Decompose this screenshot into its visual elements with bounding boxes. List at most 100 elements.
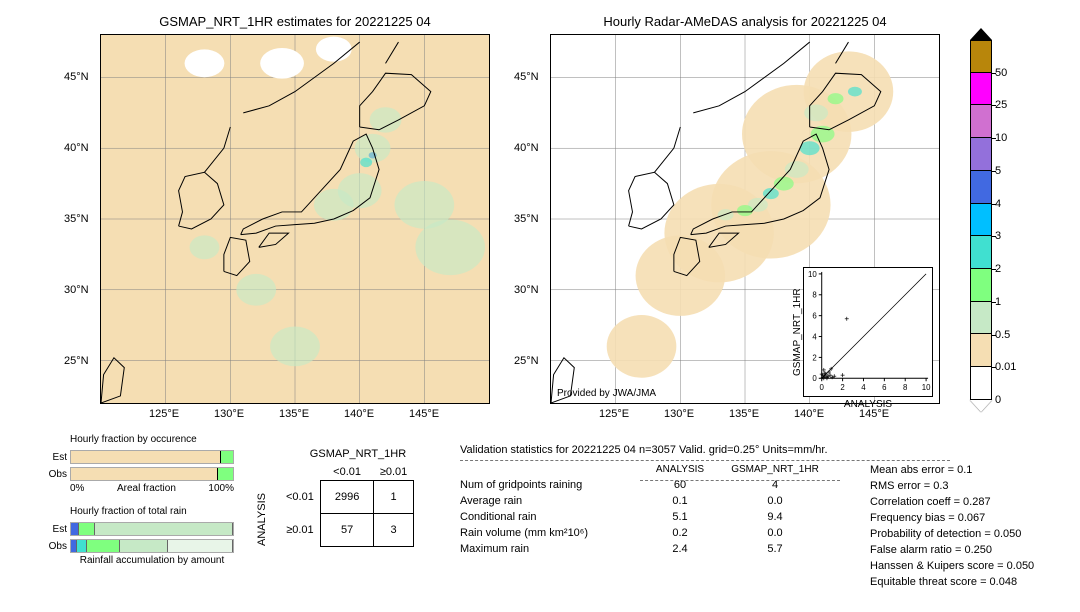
lat-tick: 25°N — [514, 355, 539, 367]
occ-axis-right: 100% — [208, 483, 234, 494]
ct-row-header: ANALYSIS — [256, 480, 268, 560]
lon-tick: 140°E — [344, 408, 374, 420]
validation-title: Validation statistics for 20221225 04 n=… — [460, 444, 828, 456]
right-map-title: Hourly Radar-AMeDAS analysis for 2022122… — [550, 14, 940, 29]
lon-tick: 145°E — [409, 408, 439, 420]
metric-row: Equitable threat score = 0.048 — [870, 574, 1034, 590]
lat-tick: 30°N — [514, 284, 539, 296]
left-map-panel — [100, 34, 490, 404]
svg-text:10: 10 — [808, 270, 817, 279]
ct-01: 1 — [374, 481, 413, 514]
metrics-list: Mean abs error = 0.1RMS error = 0.3Corre… — [870, 462, 1034, 590]
totalrain-bars: Est Obs Rainfall accumulation by amount — [44, 520, 234, 566]
colorbar-seg — [970, 204, 992, 237]
lon-tick: 140°E — [794, 408, 824, 420]
lon-tick: 135°E — [729, 408, 759, 420]
ct-col-lt: <0.01 — [320, 464, 373, 481]
tot-est-row: Est — [44, 521, 234, 537]
colorbar-tick: 0.5 — [995, 329, 1010, 341]
metric-row: Mean abs error = 0.1 — [870, 462, 1034, 478]
colorbar-seg — [970, 105, 992, 138]
lat-tick: 25°N — [64, 355, 89, 367]
lat-tick: 40°N — [514, 142, 539, 154]
occurrence-bars: Est Obs 0% Areal fraction 100% — [44, 448, 234, 494]
svg-text:8: 8 — [903, 383, 908, 392]
scatter-ylabel: GSMAP_NRT_1HR — [792, 268, 803, 396]
colorbar-seg — [970, 171, 992, 204]
validation-row: Maximum rain2.45.7 — [460, 541, 830, 557]
contingency-table: <0.01 ≥0.01 <0.01 2996 1 ≥0.01 57 3 — [280, 464, 414, 547]
tot-obs-label: Obs — [44, 541, 70, 552]
tot-est-label: Est — [44, 524, 70, 535]
tot-obs-row: Obs — [44, 538, 234, 554]
svg-text:4: 4 — [861, 383, 866, 392]
metric-row: Probability of detection = 0.050 — [870, 526, 1034, 542]
tot-obs-track — [70, 539, 234, 553]
occurrence-title: Hourly fraction by occurence — [70, 434, 197, 445]
lat-tick: 45°N — [514, 71, 539, 83]
svg-text:0: 0 — [812, 374, 817, 383]
validation-stats: ANALYSIS GSMAP_NRT_1HR Num of gridpoints… — [460, 462, 830, 557]
colorbar-tick: 0.01 — [995, 361, 1016, 373]
validation-row: Conditional rain5.19.4 — [460, 509, 830, 525]
colorbar-seg — [970, 334, 992, 367]
scatter-svg: 00224466881010 — [804, 268, 932, 396]
lon-tick: 130°E — [214, 408, 244, 420]
validation-row: Rain volume (mm km²10⁶)0.20.0 — [460, 525, 830, 541]
lon-tick: 125°E — [149, 408, 179, 420]
colorbar-tick: 50 — [995, 67, 1007, 79]
metric-row: RMS error = 0.3 — [870, 478, 1034, 494]
occ-obs-track — [70, 467, 234, 481]
svg-text:2: 2 — [812, 353, 816, 362]
occ-obs-label: Obs — [44, 469, 70, 480]
ct-11: 3 — [374, 514, 413, 547]
lat-tick: 35°N — [64, 213, 89, 225]
val-col2: GSMAP_NRT_1HR — [720, 464, 830, 475]
occ-axis-left: 0% — [70, 483, 84, 494]
metric-row: Frequency bias = 0.067 — [870, 510, 1034, 526]
metric-row: False alarm ratio = 0.250 — [870, 542, 1034, 558]
colorbar-seg — [970, 269, 992, 302]
lon-tick: 135°E — [279, 408, 309, 420]
svg-text:2: 2 — [840, 383, 844, 392]
colorbar-seg — [970, 236, 992, 269]
scatter-inset: 00224466881010 ANALYSIS GSMAP_NRT_1HR — [803, 267, 933, 397]
lat-tick: 45°N — [64, 71, 89, 83]
val-col1: ANALYSIS — [640, 464, 720, 475]
lat-tick: 30°N — [64, 284, 89, 296]
occ-est-row: Est — [44, 449, 234, 465]
ct-col-ge: ≥0.01 — [374, 464, 413, 481]
left-map-svg — [101, 35, 489, 403]
svg-text:0: 0 — [820, 383, 825, 392]
colorbar-seg — [970, 302, 992, 335]
tot-est-track — [70, 522, 234, 536]
colorbar: 502510543210.50.010 — [970, 40, 992, 400]
lat-tick: 40°N — [64, 142, 89, 154]
colorbar-seg — [970, 40, 992, 73]
occ-est-track — [70, 450, 234, 464]
colorbar-seg — [970, 367, 992, 400]
ct-00: 2996 — [320, 481, 373, 514]
provided-by-label: Provided by JWA/JMA — [557, 388, 656, 399]
occ-axis-label: Areal fraction — [84, 483, 208, 494]
ct-col-header: GSMAP_NRT_1HR — [283, 448, 433, 460]
validation-row: Average rain0.10.0 — [460, 493, 830, 509]
svg-text:8: 8 — [812, 291, 817, 300]
svg-text:6: 6 — [812, 312, 817, 321]
lon-tick: 125°E — [599, 408, 629, 420]
svg-text:4: 4 — [812, 332, 817, 341]
colorbar-tick: 10 — [995, 132, 1007, 144]
svg-text:6: 6 — [882, 383, 887, 392]
colorbar-seg — [970, 138, 992, 171]
totalrain-footer: Rainfall accumulation by amount — [44, 555, 234, 566]
lon-tick: 130°E — [664, 408, 694, 420]
ct-row-lt: <0.01 — [280, 481, 320, 514]
totalrain-title: Hourly fraction of total rain — [70, 506, 187, 517]
ct-10: 57 — [320, 514, 373, 547]
metric-row: Hanssen & Kuipers score = 0.050 — [870, 558, 1034, 574]
ct-row-ge: ≥0.01 — [280, 514, 320, 547]
colorbar-seg — [970, 73, 992, 106]
left-map-title: GSMAP_NRT_1HR estimates for 20221225 04 — [100, 14, 490, 29]
lat-tick: 35°N — [514, 213, 539, 225]
occ-obs-row: Obs — [44, 466, 234, 482]
